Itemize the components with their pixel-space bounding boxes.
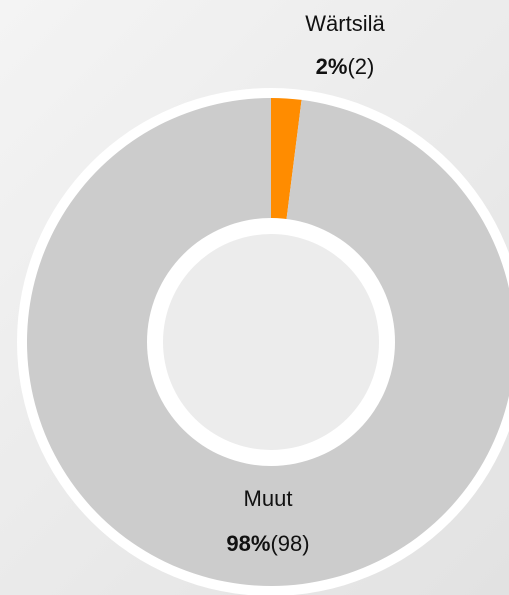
- slice-name: Wärtsilä: [305, 11, 385, 36]
- slice-value: 98%(98): [226, 531, 309, 556]
- slices: [27, 98, 509, 586]
- slice: [271, 98, 302, 225]
- count-label: (98): [270, 531, 309, 556]
- percent-label: 98%: [226, 531, 270, 556]
- percent-label: 2%: [316, 54, 348, 79]
- count-label: (2): [347, 54, 374, 79]
- hole: [163, 234, 379, 450]
- slice-name: Muut: [244, 486, 293, 511]
- labels: Wärtsilä 2%(2) Muut 98%(98): [226, 11, 385, 556]
- slice-value: 2%(2): [316, 54, 375, 79]
- slice: [27, 98, 509, 586]
